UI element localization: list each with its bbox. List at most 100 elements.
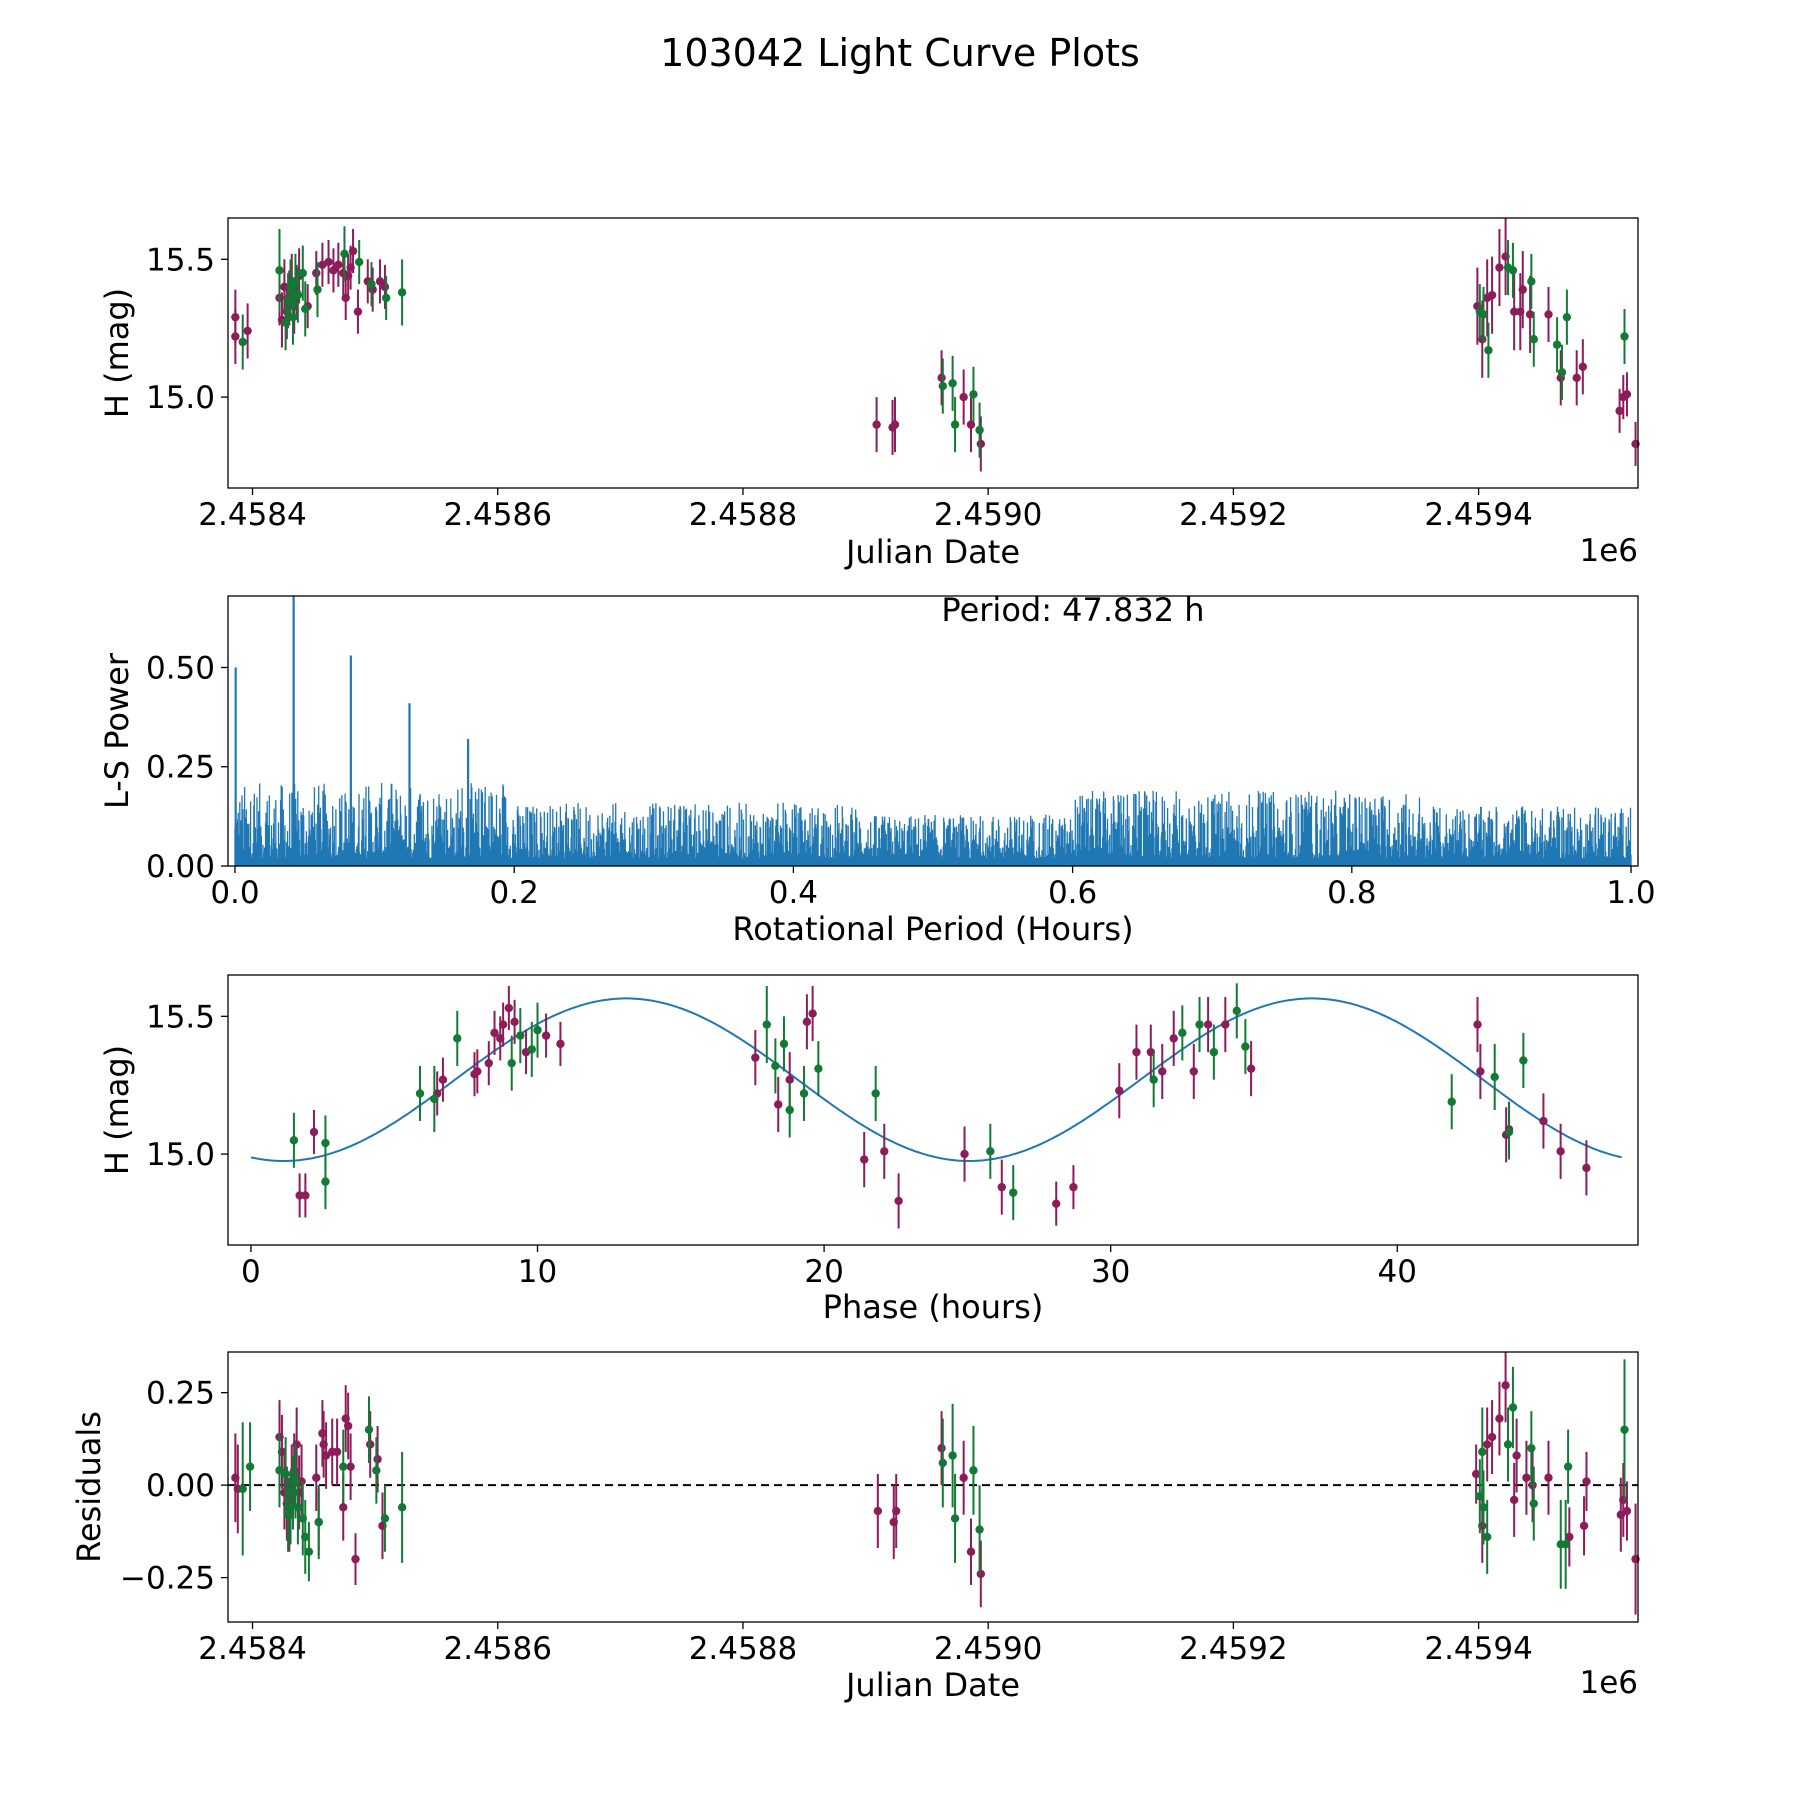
data-point [1479, 1503, 1488, 1512]
panel-periodogram: 0.0 0.2 0.4 0.6 0.8 1.0 0.00 0.25 0.50 Period: 4… [98, 591, 1656, 948]
data-point [975, 1525, 984, 1534]
data-point [243, 326, 252, 336]
x-tick-label: 2.4594 [1424, 497, 1532, 533]
data-point [1487, 290, 1497, 300]
data-point [321, 1177, 330, 1186]
data-point [275, 1466, 284, 1475]
periodogram-frame [227, 595, 1639, 867]
phase-frame [227, 974, 1639, 1246]
x-tick-label: 2.4586 [443, 1631, 551, 1667]
model-sinusoid [250, 997, 1622, 1162]
data-point [1525, 310, 1535, 319]
data-point [1509, 1495, 1519, 1505]
data-point [969, 1466, 978, 1475]
data-point [986, 1147, 995, 1156]
data-point [238, 337, 247, 347]
light-curve-xlabel: Julian Date [844, 533, 1020, 571]
data-point [1508, 1403, 1518, 1412]
y-tick-label: 15.0 [146, 380, 215, 416]
data-point [301, 1191, 310, 1200]
data-point [997, 1182, 1006, 1192]
data-point [1476, 1067, 1485, 1076]
y-tick-label: 0.25 [146, 750, 215, 786]
data-point [1622, 1506, 1632, 1516]
data-point [231, 332, 240, 341]
x-tick-label: 0 [241, 1254, 261, 1290]
residual-ylabel: Residuals [70, 1411, 108, 1563]
phase-ylabel: H (mag) [98, 1045, 136, 1175]
data-point [1504, 1127, 1514, 1137]
data-point [339, 1503, 348, 1512]
data-point [871, 1089, 880, 1098]
light-curve-ticks: 2.4584 2.4586 2.4588 2.4590 2.4592 2.4594 15.0… [146, 242, 1533, 533]
x-tick-label: 2.4584 [198, 1631, 306, 1667]
light-curve-ylabel: H (mag) [98, 288, 136, 418]
data-point [1209, 1047, 1219, 1057]
data-point [312, 1473, 321, 1482]
data-point [1158, 1067, 1167, 1076]
x-tick-label: 2.4588 [689, 1631, 797, 1667]
data-point [814, 1064, 823, 1073]
data-point [1484, 346, 1493, 355]
data-point [354, 257, 364, 267]
data-point [1482, 1532, 1492, 1542]
x-tick-label: 2.4584 [198, 497, 306, 533]
residual-x-offset: 1e6 [1579, 1665, 1638, 1701]
data-point [1495, 1414, 1504, 1423]
data-point [880, 1147, 889, 1156]
data-point [975, 425, 984, 435]
data-point [1495, 263, 1504, 272]
data-point [438, 1075, 448, 1084]
data-point [533, 1025, 542, 1035]
data-point [334, 260, 343, 270]
data-point [321, 1138, 330, 1148]
x-tick-label: 2.4592 [1179, 1631, 1287, 1667]
data-point [1512, 1451, 1521, 1460]
data-point [314, 1517, 323, 1527]
data-point [490, 1028, 499, 1038]
data-point [1482, 1440, 1492, 1449]
data-point [1561, 1540, 1570, 1549]
data-point [313, 285, 322, 294]
x-tick-label: 2.4590 [934, 1631, 1042, 1667]
data-point [1528, 1480, 1537, 1490]
data-point [289, 1136, 299, 1145]
x-tick-label: 0.6 [1048, 875, 1097, 911]
data-point [808, 1009, 817, 1018]
data-point [1579, 1521, 1589, 1531]
y-tick-label: 15.5 [146, 242, 215, 278]
figure-title: 103042 Light Curve Plots [660, 31, 1140, 75]
data-point [751, 1053, 760, 1062]
y-tick-label: 0.00 [146, 1468, 215, 1504]
data-point [1557, 368, 1567, 377]
residual-marks [228, 1352, 1640, 1615]
phase-xlabel: Phase (hours) [823, 1288, 1044, 1326]
data-point [938, 381, 948, 391]
data-point [1552, 340, 1562, 349]
x-tick-label: 40 [1378, 1254, 1417, 1290]
data-point [292, 1440, 301, 1449]
y-tick-label: 0.50 [146, 650, 215, 686]
data-point [1508, 266, 1518, 275]
data-point [1556, 1147, 1565, 1156]
data-point [1195, 1020, 1204, 1029]
data-point [1620, 332, 1629, 341]
x-tick-label: 2.4594 [1424, 1631, 1532, 1667]
data-point [966, 420, 976, 429]
data-point [324, 257, 333, 267]
data-point [275, 266, 284, 275]
x-tick-label: 2.4592 [1179, 497, 1287, 533]
data-point [1009, 1188, 1018, 1197]
phase-ticks: 0 10 20 30 40 15.0 15.5 [146, 999, 1417, 1290]
data-point [556, 1039, 565, 1049]
panel-phase-folded: 0 10 20 30 40 15.0 15.5 Phase (hours) H (mag) [98, 974, 1639, 1326]
data-point [301, 304, 310, 314]
data-point [1563, 1462, 1573, 1471]
data-point [1479, 310, 1488, 319]
periodogram-ylabel: L-S Power [98, 652, 136, 809]
data-point [1620, 1425, 1629, 1434]
data-point [516, 1031, 525, 1040]
data-point [1241, 1042, 1250, 1051]
data-point [1527, 277, 1536, 286]
